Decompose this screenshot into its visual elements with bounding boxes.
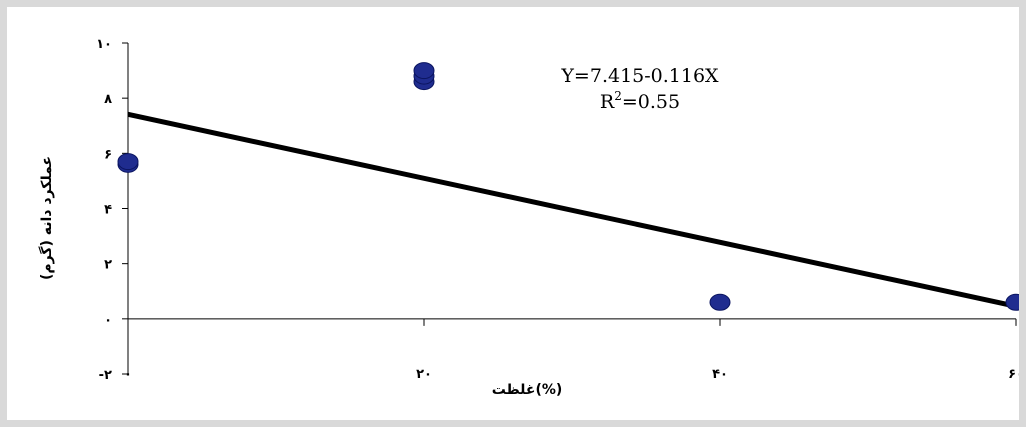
trendline xyxy=(127,111,1017,309)
data-point xyxy=(1005,293,1019,311)
y-tick-label: ۲ xyxy=(104,258,112,273)
y-tick-label: ۰ xyxy=(104,313,112,328)
data-point xyxy=(709,293,731,311)
x-tick-label: ۰ xyxy=(124,367,132,382)
r-squared: R2=0.55 xyxy=(600,89,680,113)
scatter-chart: -۲۰۲۴۶۸۱۰۰۲۰۴۰۶۰ Y=7.415-0.116X R2=0.55 … xyxy=(38,37,1019,398)
data-point xyxy=(117,153,139,171)
r-squared-value: =0.55 xyxy=(622,91,680,113)
axis-ticks: -۲ ۰ ۲ ۴ ۶ ۸ ۱۰ ۰ ۲۰ ۴۰ ۶۰ xyxy=(96,37,1019,383)
regression-equation: Y=7.415-0.116X xyxy=(560,65,719,87)
x-tick-label: ۲۰ xyxy=(416,367,432,382)
x-tick-label: ۴۰ xyxy=(712,367,728,382)
data-point xyxy=(413,62,435,80)
data-points xyxy=(117,62,1019,311)
trendline-group xyxy=(127,111,1017,309)
y-tick-label: ۱۰ xyxy=(96,37,112,52)
r-squared-superscript: 2 xyxy=(614,89,622,103)
x-tick-label: ۶۰ xyxy=(1008,367,1019,382)
r-squared-letter: R xyxy=(600,91,615,113)
y-tick-label: ۸ xyxy=(104,92,112,107)
chart-area: -۲۰۲۴۶۸۱۰۰۲۰۴۰۶۰ Y=7.415-0.116X R2=0.55 … xyxy=(7,7,1019,420)
y-axis-title: عملکرد دانه (گرم) xyxy=(38,156,55,280)
y-tick-label: ۴ xyxy=(104,203,112,218)
y-tick-label: -۲ xyxy=(99,368,112,383)
y-tick-label: ۶ xyxy=(104,147,112,162)
x-axis-title: غلظت(%) xyxy=(492,382,563,398)
